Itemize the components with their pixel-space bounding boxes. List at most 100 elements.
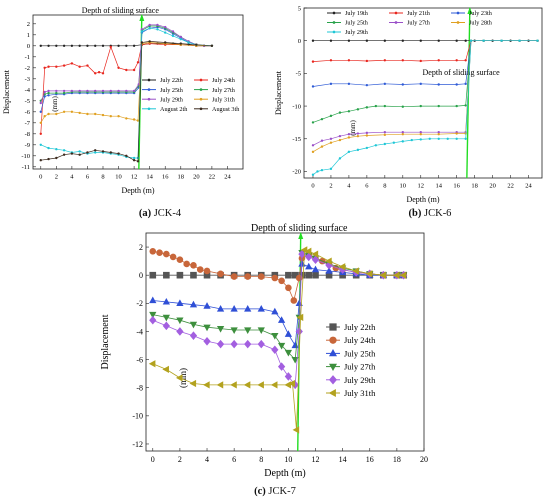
y-axis-label: Displacement xyxy=(100,314,111,369)
legend: July 22th July 24th July 25th July 27th July… xyxy=(142,77,240,113)
legend-marker xyxy=(199,88,203,91)
data-point xyxy=(437,132,440,136)
legend-label: July 25th xyxy=(160,87,184,94)
y-axis-label: Displacement xyxy=(274,70,283,115)
data-point xyxy=(305,262,313,270)
legend-label: July 22th xyxy=(344,322,376,332)
data-point xyxy=(347,82,351,86)
data-point xyxy=(94,72,97,75)
legend-marker xyxy=(329,375,337,385)
data-point xyxy=(78,153,81,156)
x-tick-label: 24 xyxy=(525,183,532,190)
y-tick-label: -10 xyxy=(292,103,301,110)
data-point xyxy=(109,115,112,118)
y-axis-label: Displacement xyxy=(2,69,11,114)
data-point xyxy=(39,101,42,105)
sliding-surface-arrow xyxy=(139,14,145,21)
data-point xyxy=(284,330,293,337)
data-point xyxy=(464,137,467,140)
data-point xyxy=(399,271,407,279)
data-point xyxy=(125,68,128,72)
data-point xyxy=(295,327,303,336)
data-point xyxy=(383,104,387,108)
legend-marker xyxy=(329,349,337,357)
legend-label: July 27th xyxy=(344,362,376,372)
data-point xyxy=(86,151,89,154)
data-point xyxy=(47,65,50,68)
data-point xyxy=(62,44,66,47)
data-point xyxy=(437,39,440,42)
legend-marker xyxy=(328,389,336,397)
x-tick-label: 4 xyxy=(70,174,74,181)
legend-marker xyxy=(147,88,151,91)
x-tick-label: 18 xyxy=(393,455,401,464)
legend: July 22th July 24th July 25th July 27th July… xyxy=(326,322,376,398)
legend-label: July 31th xyxy=(212,96,236,103)
data-point xyxy=(189,300,198,308)
data-point xyxy=(455,59,458,62)
data-point xyxy=(285,284,292,292)
data-point xyxy=(305,271,313,279)
x-tick-label: 12 xyxy=(418,183,425,190)
data-point xyxy=(169,253,177,261)
x-tick-label: 2 xyxy=(329,183,332,190)
data-point xyxy=(437,131,440,134)
data-point xyxy=(70,62,74,65)
data-point xyxy=(339,265,347,274)
x-tick-label: 20 xyxy=(420,455,428,464)
legend-label: July 24th xyxy=(212,77,236,84)
legend-marker xyxy=(456,21,460,24)
data-point xyxy=(140,28,144,31)
x-tick-label: 8 xyxy=(383,183,386,190)
legend-label: July 22th xyxy=(160,77,184,84)
caption-c: (c) JCK-7 xyxy=(205,486,345,497)
data-point xyxy=(419,138,422,141)
caption-c-tag: (c) xyxy=(254,486,266,497)
y-tick-label: -6 xyxy=(25,109,31,116)
data-point xyxy=(320,139,324,142)
data-point xyxy=(101,113,105,117)
data-point xyxy=(230,273,238,280)
data-point xyxy=(62,153,66,156)
data-point xyxy=(304,247,312,255)
data-point xyxy=(290,297,298,304)
data-point xyxy=(419,104,422,108)
legend-marker xyxy=(199,78,203,82)
data-point xyxy=(329,141,333,144)
caption-a: (a) JCK-4 xyxy=(90,208,230,219)
data-point xyxy=(55,156,58,160)
data-point xyxy=(284,381,292,389)
data-point xyxy=(455,83,458,86)
data-point xyxy=(365,39,369,42)
x-tick-label: 12 xyxy=(131,174,138,181)
data-point xyxy=(298,271,306,279)
y-tick-label: -5 xyxy=(296,71,301,78)
series-line xyxy=(312,40,538,87)
series-5 xyxy=(148,246,407,434)
y-tick-label: -8 xyxy=(25,131,30,138)
x-tick-label: 6 xyxy=(86,174,90,181)
data-point xyxy=(39,44,42,47)
data-point xyxy=(277,362,286,371)
series-4 xyxy=(311,39,539,147)
data-point xyxy=(243,381,251,389)
x-tick-label: 24 xyxy=(224,174,231,181)
data-point xyxy=(277,316,286,323)
y-tick-label: -8 xyxy=(136,384,143,393)
data-point xyxy=(464,39,467,42)
data-point xyxy=(164,25,167,29)
data-point xyxy=(117,66,120,70)
data-point xyxy=(94,112,97,116)
x-tick-label: 22 xyxy=(209,174,216,181)
data-point xyxy=(109,89,112,93)
y-tick-label: 0 xyxy=(298,38,301,45)
data-point xyxy=(140,30,144,33)
data-point xyxy=(171,30,175,33)
x-tick-label: 4 xyxy=(347,183,351,190)
legend-label: August 3th xyxy=(212,106,240,113)
data-point xyxy=(383,82,387,86)
chart-a: 0 2 4 6 8 10 12 14 16 18 20 22 24-11-10-9-8-7-6-5-4-… xyxy=(2,6,244,195)
data-point xyxy=(163,250,170,258)
data-point xyxy=(216,381,224,389)
